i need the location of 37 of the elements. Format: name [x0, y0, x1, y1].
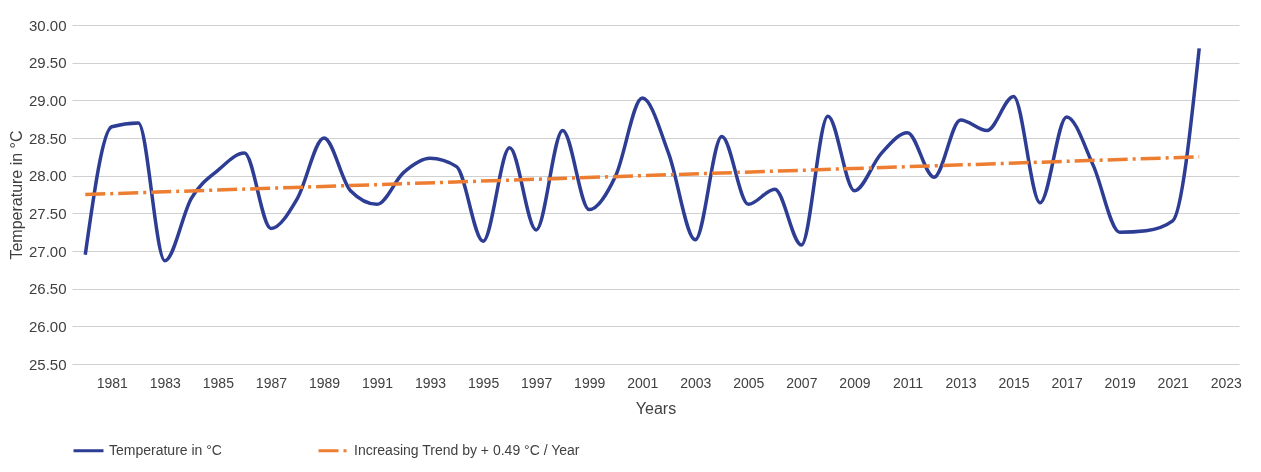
x-tick-label: 2021 [1157, 374, 1189, 391]
x-tick-label: 1985 [202, 374, 235, 391]
y-tick-label: 25.50 [28, 355, 67, 373]
y-tick-label: 27.00 [28, 242, 67, 260]
x-tick-label: 2009 [839, 374, 871, 391]
x-tick-label: 2017 [1051, 374, 1083, 391]
legend-label: Increasing Trend by + 0.49 °C / Year [354, 441, 580, 458]
x-tick-label: 2001 [627, 374, 659, 391]
x-tick-label: 2007 [786, 374, 818, 391]
y-axis-title: Temperature in °C [7, 130, 25, 260]
y-tick-label: 28.00 [28, 167, 67, 185]
y-tick-label: 29.00 [28, 91, 67, 109]
y-tick-label: 29.50 [28, 54, 67, 72]
x-tick-label: 1999 [574, 374, 606, 391]
y-tick-label: 28.50 [28, 129, 67, 147]
x-tick-label: 1991 [361, 374, 394, 391]
x-tick-label: 1987 [255, 374, 288, 391]
y-tick-label: 30.00 [28, 16, 67, 34]
x-tick-label: 1993 [414, 374, 447, 391]
legend-label: Temperature in °C [109, 441, 222, 458]
x-tick-label: 1989 [308, 374, 341, 391]
x-tick-label: 1983 [149, 374, 182, 391]
y-tick-label: 26.50 [28, 280, 67, 298]
x-tick-label: 2005 [733, 374, 765, 391]
x-tick-label: 1981 [96, 374, 129, 391]
x-tick-label: 2003 [680, 374, 712, 391]
x-tick-label: 2023 [1210, 374, 1243, 391]
y-tick-label: 27.50 [28, 204, 67, 222]
x-tick-label: 2013 [945, 374, 977, 391]
line-series [83, 46, 1201, 263]
x-tick-label: 1997 [521, 374, 553, 391]
x-tick-label: 2011 [892, 374, 924, 391]
x-tick-label: 2019 [1104, 374, 1136, 391]
x-tick-label: 2015 [998, 374, 1030, 391]
x-tick-label: 1995 [468, 374, 500, 391]
x-axis-title: Years [635, 399, 677, 417]
y-tick-label: 26.00 [28, 317, 67, 335]
